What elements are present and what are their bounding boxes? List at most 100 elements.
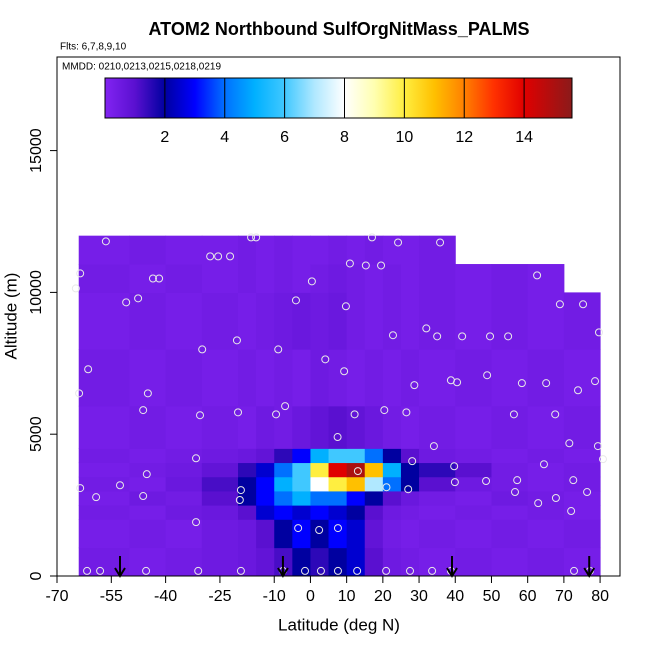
heat-cell: [382, 235, 402, 265]
heat-cell: [382, 349, 402, 407]
heat-cell: [129, 349, 167, 407]
heat-cell: [400, 349, 420, 407]
heat-cell: [364, 264, 384, 293]
heat-cell: [129, 448, 167, 464]
x-tick-label: 80: [591, 588, 609, 605]
sample-point: [353, 467, 362, 476]
sample-point: [598, 455, 607, 464]
sample-point: [340, 367, 349, 376]
heat-cell: [201, 476, 239, 492]
x-tick-label: -55: [100, 588, 123, 605]
heat-cell: [382, 519, 402, 549]
x-tick-label: 20: [374, 588, 392, 605]
heat-cell: [274, 349, 293, 407]
heat-cell: [78, 462, 130, 478]
heat-cell: [256, 405, 275, 449]
heat-cell: [274, 448, 293, 464]
x-tick-label: 50: [483, 588, 501, 605]
sample-point: [595, 328, 604, 337]
colorbar-tick-label: 14: [515, 129, 533, 146]
x-tick-label: 0: [306, 588, 315, 605]
heat-cell: [382, 405, 402, 449]
sample-point: [394, 238, 403, 247]
heat-cell: [292, 235, 311, 265]
sample-point: [450, 462, 459, 471]
heat-cell: [455, 490, 492, 506]
sample-point: [206, 252, 215, 261]
heat-cell: [527, 476, 565, 492]
sample-point: [382, 483, 391, 492]
x-tick-label: -25: [208, 588, 231, 605]
heat-cell: [400, 292, 420, 350]
heat-cell: [78, 490, 130, 506]
sample-point: [198, 345, 207, 354]
heat-cell: [419, 405, 456, 449]
heat-cell: [527, 405, 565, 449]
heat-cell: [310, 264, 330, 293]
heat-cell: [78, 476, 130, 492]
sample-point: [408, 457, 417, 466]
heat-cell: [201, 405, 239, 449]
heat-cell: [346, 292, 366, 350]
sample-point: [101, 237, 110, 246]
y-tick-label: 15000: [28, 128, 45, 173]
heat-cell: [274, 490, 293, 506]
plot-frame: [56, 56, 621, 577]
sample-point: [382, 566, 391, 575]
heat-cell: [491, 547, 529, 577]
sample-point: [232, 336, 241, 345]
heat-cell: [310, 405, 330, 449]
x-tick-label: -10: [263, 588, 286, 605]
heat-cell: [527, 292, 565, 350]
heat-cell: [238, 405, 257, 449]
heat-cell: [491, 405, 529, 449]
heat-cell: [165, 547, 203, 577]
sample-point: [483, 371, 492, 380]
heat-cell: [78, 292, 130, 350]
sample-point: [226, 252, 235, 261]
heat-cell: [455, 547, 492, 577]
heat-cell: [382, 547, 402, 577]
sample-point: [71, 284, 80, 293]
heat-cell: [364, 349, 384, 407]
heat-cell: [491, 349, 529, 407]
heat-cell: [400, 519, 420, 549]
heat-cell: [364, 448, 384, 464]
sample-point: [194, 566, 203, 575]
sample-point: [482, 476, 491, 485]
sample-point: [542, 379, 551, 388]
heat-cell: [256, 292, 275, 350]
sample-point: [301, 566, 310, 575]
heat-cell: [346, 519, 366, 549]
heat-cell: [328, 235, 348, 265]
heat-cell: [346, 264, 366, 293]
heat-cell: [238, 462, 257, 478]
heat-cell: [527, 505, 565, 520]
heat-cell: [382, 505, 402, 520]
sample-point: [192, 454, 201, 463]
heat-cell: [129, 490, 167, 506]
heat-cell: [382, 476, 402, 492]
sample-point: [377, 261, 386, 270]
heat-cell: [274, 292, 293, 350]
heat-cell: [527, 448, 565, 464]
heat-cell: [129, 235, 167, 265]
heat-cell: [419, 292, 456, 350]
heat-cell: [256, 462, 275, 478]
sample-point: [143, 389, 152, 398]
x-tick-label: 70: [555, 588, 573, 605]
sample-point: [583, 488, 592, 497]
sample-point: [539, 460, 548, 469]
sample-point: [458, 332, 467, 341]
heat-cell: [238, 292, 257, 350]
heat-cell: [364, 462, 384, 478]
sample-point: [406, 566, 415, 575]
sample-point: [274, 345, 283, 354]
heat-cell: [129, 476, 167, 492]
heat-cell: [400, 505, 420, 520]
colorbar-tick-label: 6: [280, 129, 289, 146]
heat-cell: [563, 519, 601, 549]
heat-cell: [563, 505, 601, 520]
heat-cell: [274, 505, 293, 520]
heat-cell: [78, 264, 130, 293]
